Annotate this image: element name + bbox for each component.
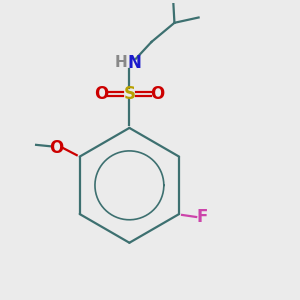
Text: N: N [128, 54, 142, 72]
Text: O: O [94, 85, 109, 103]
Text: H: H [114, 55, 127, 70]
Text: O: O [150, 85, 164, 103]
Text: F: F [197, 208, 208, 226]
Text: S: S [123, 85, 135, 103]
Text: O: O [49, 139, 63, 157]
